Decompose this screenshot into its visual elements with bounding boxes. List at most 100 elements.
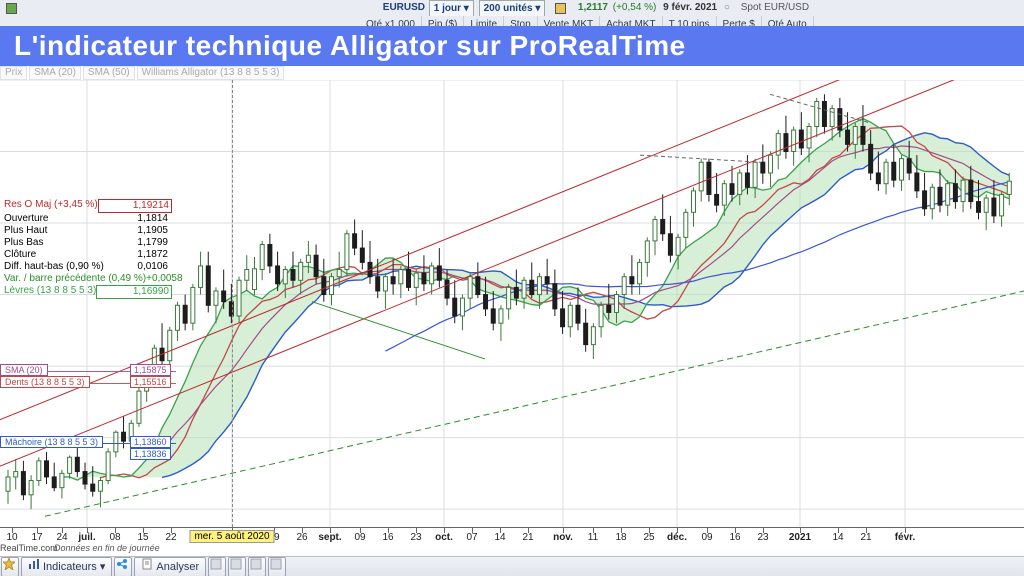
- data-panel-label: Ouverture: [4, 213, 48, 225]
- xaxis-label: 11: [588, 532, 598, 543]
- bottombar-button[interactable]: [248, 557, 266, 576]
- xaxis-label: 23: [757, 532, 768, 543]
- bottombar-button[interactable]: [208, 557, 226, 576]
- bottombar-button[interactable]: [114, 557, 132, 576]
- data-panel-row: Res O Maj (+3,45 %)1,19214: [0, 199, 174, 213]
- xaxis-label: 07: [466, 532, 477, 543]
- share-icon: [116, 558, 128, 576]
- xaxis-label: 09: [701, 532, 712, 543]
- change-pct: (+0,54 %): [613, 0, 657, 16]
- data-panel-label: Clôture: [4, 249, 36, 261]
- indicator-line-label: Mâchoire (13 8 8 5 5 3): [0, 436, 103, 448]
- doc-icon: [141, 558, 153, 576]
- status-icon: [555, 3, 566, 14]
- indicator-line-value: 1,13860: [130, 436, 171, 448]
- xaxis-label: 21: [860, 532, 871, 543]
- data-panel-value: 1,1799: [43, 237, 172, 249]
- data-panel-label: Lèvres (13 8 8 5 5 3): [4, 285, 96, 299]
- xaxis-label: déc.: [667, 532, 687, 543]
- bottom-toolbar: Indicateurs ▾ Analyser: [0, 556, 1024, 576]
- spot-label: Spot EUR/USD: [741, 0, 809, 16]
- price-label: 1,2117: [578, 0, 608, 16]
- symbol-label[interactable]: EURUSD: [383, 0, 425, 16]
- crosshair-vertical: [232, 80, 233, 527]
- indicator-tag[interactable]: SMA (20): [29, 66, 81, 80]
- data-panel-label: Var. / barre précédente (0,49 %): [4, 273, 146, 285]
- data-panel-row: Clôture1,1872: [0, 249, 174, 261]
- xaxis-label: 25: [643, 532, 654, 543]
- x-axis[interactable]: RealTime.com Données en fin de journée 1…: [0, 527, 1024, 556]
- bottombar-button[interactable]: Indicateurs ▾: [21, 557, 112, 576]
- date-label: 9 févr. 2021: [663, 0, 717, 16]
- bottombar-button-label: Indicateurs ▾: [43, 561, 105, 573]
- xaxis-label: 23: [410, 532, 421, 543]
- watermark-text: RealTime.com: [0, 543, 58, 553]
- indicator-line-value: 1,15516: [130, 376, 171, 388]
- data-panel-row: Lèvres (13 8 8 5 5 3)1,16990: [0, 285, 174, 299]
- xaxis-label: 16: [382, 532, 393, 543]
- sq-icon: [270, 558, 282, 576]
- top-info-bar: EURUSD 1 jour ▾ 200 unités ▾ 1,2117 (+0,…: [0, 0, 1024, 16]
- page-title: L'indicateur technique Alligator sur Pro…: [14, 30, 686, 61]
- indicator-tag-row: PrixSMA (20)SMA (50)Williams Alligator (…: [0, 66, 1024, 80]
- star-icon: [3, 558, 15, 576]
- sq-icon: [210, 558, 222, 576]
- chart-icon: [28, 558, 40, 576]
- bottombar-button[interactable]: [228, 557, 246, 576]
- indicator-line-value: 1,15875: [130, 364, 171, 376]
- data-panel-value: 0,0106: [104, 261, 172, 273]
- data-panel-label: Plus Haut: [4, 225, 47, 237]
- xaxis-label: 24: [56, 532, 67, 543]
- xaxis-label: 22: [165, 532, 176, 543]
- data-panel-row: Diff. haut-bas (0,90 %)0,0106: [0, 261, 174, 273]
- data-panel-row: Plus Bas1,1799: [0, 237, 174, 249]
- data-panel-value: 1,1872: [36, 249, 172, 261]
- xaxis-label: juil.: [78, 532, 95, 543]
- xaxis-label: 18: [615, 532, 626, 543]
- xaxis-label: 2021: [789, 532, 811, 543]
- bottombar-button-label: Analyser: [156, 561, 199, 573]
- bottombar-button[interactable]: Analyser: [134, 557, 206, 576]
- flag-icon: [6, 3, 17, 14]
- indicator-line-value: 1,13836: [130, 448, 171, 460]
- indicator-tag[interactable]: Prix: [0, 66, 27, 80]
- xaxis-label: 15: [137, 532, 148, 543]
- data-panel-value: 1,16990: [96, 285, 172, 299]
- bottombar-button[interactable]: [1, 557, 19, 576]
- data-panel-value: 1,19214: [98, 199, 172, 213]
- xaxis-label: 14: [832, 532, 843, 543]
- xaxis-label: 17: [31, 532, 42, 543]
- indicator-line-label: SMA (20): [0, 364, 48, 376]
- data-footnote: Données en fin de journée: [54, 543, 160, 553]
- data-panel-label: Diff. haut-bas (0,90 %): [4, 261, 104, 273]
- data-panel-value: 1,1905: [47, 225, 172, 237]
- xaxis-label: 26: [296, 532, 307, 543]
- indicator-line-label: Dents (13 8 8 5 5 3): [0, 376, 90, 388]
- xaxis-label: 08: [109, 532, 120, 543]
- data-panel-label: Plus Bas: [4, 237, 43, 249]
- data-panel-row: Ouverture1,1814: [0, 213, 174, 225]
- indicator-tag[interactable]: SMA (50): [83, 66, 135, 80]
- indicator-tag[interactable]: Williams Alligator (13 8 8 5 5 3): [137, 66, 285, 80]
- sq-icon: [250, 558, 262, 576]
- xaxis-label: mer. 5 août 2020: [189, 530, 274, 543]
- xaxis-label: nov.: [553, 532, 573, 543]
- sq-icon: [230, 558, 242, 576]
- xaxis-label: 16: [729, 532, 740, 543]
- data-panel-value: +0,0058: [146, 273, 186, 285]
- data-panel-row: Var. / barre précédente (0,49 %)+0,0058: [0, 273, 174, 285]
- xaxis-label: 14: [494, 532, 505, 543]
- xaxis-label: févr.: [895, 532, 916, 543]
- xaxis-label: oct.: [435, 532, 453, 543]
- spot-dot-icon: ○: [724, 0, 730, 16]
- data-panel-row: Plus Haut1,1905: [0, 225, 174, 237]
- xaxis-label: 21: [522, 532, 533, 543]
- data-panel-label: Res O Maj (+3,45 %): [4, 199, 98, 213]
- xaxis-label: sept.: [318, 532, 341, 543]
- page-title-banner: L'indicateur technique Alligator sur Pro…: [0, 26, 1024, 66]
- data-panel-value: 1,1814: [48, 213, 172, 225]
- bottombar-button[interactable]: [268, 557, 286, 576]
- xaxis-label: 09: [354, 532, 365, 543]
- ohlc-data-panel: Res O Maj (+3,45 %)1,19214Ouverture1,181…: [0, 199, 174, 299]
- xaxis-label: 10: [6, 532, 17, 543]
